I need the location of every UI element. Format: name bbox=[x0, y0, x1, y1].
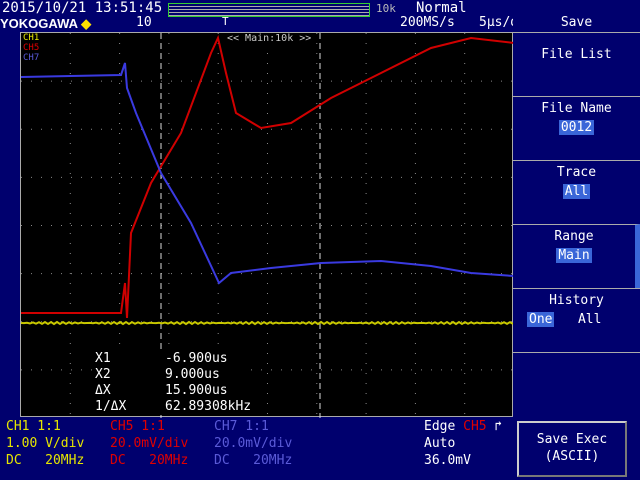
channel-bandwidth: 20MHz bbox=[45, 453, 85, 468]
channel-scale: 20.0mV/div bbox=[110, 436, 189, 451]
datetime: 2015/10/21 13:51:45 bbox=[2, 0, 163, 16]
history-button[interactable]: History One All bbox=[513, 288, 640, 352]
trace-ch5 bbox=[21, 34, 514, 319]
cursor-label: X1 bbox=[95, 351, 111, 366]
channel-bandwidth: 20MHz bbox=[149, 453, 189, 468]
cursor-label: X2 bbox=[95, 367, 111, 382]
cursor-row: ΔX 15.900us bbox=[95, 383, 251, 399]
channel-name: CH1 1:1 bbox=[6, 419, 61, 434]
acq-count: 10 bbox=[136, 15, 152, 30]
trigger-type: Edge bbox=[424, 419, 456, 434]
brand-text: YOKOGAWA bbox=[0, 16, 78, 31]
trace-button[interactable]: Trace All bbox=[513, 160, 640, 224]
cursor-label: 1/ΔX bbox=[95, 399, 127, 414]
record-length: 10k bbox=[376, 2, 396, 15]
file-list-button[interactable]: File List bbox=[513, 32, 640, 96]
trigger-mode-value: Auto bbox=[424, 436, 456, 451]
zoom-label: << Main:10k >> bbox=[227, 33, 312, 44]
channel-1-info: CH5 1:1 20.0mV/div DC 20MHz bbox=[110, 418, 188, 469]
channel-name: CH7 1:1 bbox=[214, 419, 269, 434]
channel-coupling: DC bbox=[6, 453, 22, 468]
cursor-value: 15.900us bbox=[165, 383, 228, 398]
channel-2-info: CH7 1:1 20.0mV/div DC 20MHz bbox=[214, 418, 292, 469]
menu-empty-slot bbox=[513, 352, 640, 416]
legend-ch5: CH5 bbox=[23, 43, 40, 53]
history-one[interactable]: One bbox=[527, 312, 555, 327]
brand-logo: YOKOGAWA ◆ bbox=[0, 16, 91, 32]
history-all[interactable]: All bbox=[577, 312, 602, 327]
diamond-icon: ◆ bbox=[81, 16, 92, 31]
channel-coupling: DC bbox=[110, 453, 126, 468]
channel-0-info: CH1 1:1 1.00 V/div DC 20MHz bbox=[6, 418, 84, 469]
file-name-button[interactable]: File Name 0012 bbox=[513, 96, 640, 160]
channel-coupling: DC bbox=[214, 453, 230, 468]
range-value: Main bbox=[556, 248, 592, 263]
trace-value: All bbox=[562, 184, 591, 199]
trigger-type-row: Edge CH5 ↱ bbox=[424, 418, 502, 435]
trigger-position-marker: T bbox=[222, 15, 229, 28]
rising-edge-icon: ↱ bbox=[494, 419, 503, 434]
cursor-row: X1 -6.900us bbox=[95, 351, 251, 367]
legend-ch1: CH1 bbox=[23, 33, 40, 43]
cursor-label: ΔX bbox=[95, 383, 111, 398]
cursor-value: 62.89308kHz bbox=[165, 399, 252, 414]
channel-scale: 1.00 V/div bbox=[6, 436, 85, 451]
channel-name: CH5 1:1 bbox=[110, 419, 165, 434]
channel-bandwidth: 20MHz bbox=[253, 453, 293, 468]
cursor-value: -6.900us bbox=[165, 351, 228, 366]
record-bar[interactable] bbox=[168, 3, 370, 17]
trigger-level: 36.0mV bbox=[424, 453, 471, 468]
trigger-info: Edge CH5 ↱ Auto 36.0mV bbox=[424, 418, 502, 469]
range-button[interactable]: Range Main bbox=[513, 224, 640, 288]
menu-title: Save bbox=[513, 14, 640, 32]
time-div: 5µs/div bbox=[479, 15, 513, 30]
cursor-row: 1/ΔX 62.89308kHz bbox=[95, 399, 251, 415]
trigger-source: CH5 bbox=[463, 419, 487, 434]
legend-ch7: CH7 bbox=[23, 53, 40, 63]
cursor-value: 9.000us bbox=[165, 367, 220, 382]
save-exec-button[interactable]: Save Exec (ASCII) bbox=[517, 421, 627, 477]
trigger-mode: Normal bbox=[416, 0, 467, 16]
waveform-display[interactable]: CH1 CH5 CH7 << Main:10k >> X1 -6.900us X2 9… bbox=[20, 32, 514, 418]
file-name-value: 0012 bbox=[558, 120, 595, 135]
channel-scale: 20.0mV/div bbox=[214, 436, 293, 451]
trace-ch7 bbox=[21, 62, 514, 285]
cursor-readout: X1 -6.900us X2 9.000us ΔX 15.900us 1/ΔX 62.8930… bbox=[95, 351, 252, 415]
trace-ch1 bbox=[21, 320, 514, 326]
cursor-row: X2 9.000us bbox=[95, 367, 251, 383]
sample-rate: 200MS/s bbox=[400, 15, 455, 30]
